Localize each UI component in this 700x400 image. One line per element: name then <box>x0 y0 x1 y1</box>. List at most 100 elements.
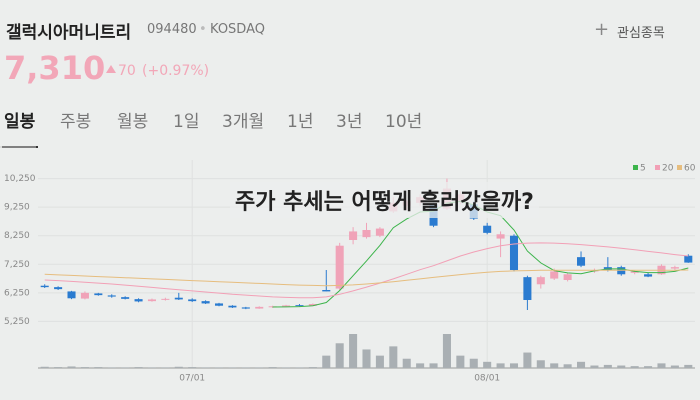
candle-body <box>483 225 492 233</box>
tab[interactable]: 월봉 <box>117 112 149 132</box>
legend-label: 20 <box>662 164 674 174</box>
moving-average <box>44 269 689 287</box>
volume-bar <box>590 365 599 368</box>
candle-body <box>644 274 653 277</box>
market: KOSDAQ <box>210 22 265 37</box>
volume-bar <box>54 367 63 368</box>
candle-body <box>134 299 143 302</box>
tab[interactable]: 10년 <box>385 112 423 132</box>
volume-bar <box>322 355 331 368</box>
up-arrow <box>106 65 116 73</box>
legend-swatch <box>633 165 638 170</box>
candle-body <box>295 305 304 307</box>
volume-bar <box>188 367 197 368</box>
legend-swatch <box>655 165 660 170</box>
tab[interactable]: 1년 <box>287 112 314 132</box>
volume-bar <box>295 367 304 368</box>
candle-body <box>670 267 679 269</box>
volume-bar <box>40 366 49 368</box>
volume-bar <box>67 366 76 368</box>
separator: • <box>199 22 207 37</box>
candle-body <box>536 277 545 285</box>
candle-body <box>282 305 291 307</box>
volume-bar <box>456 355 465 368</box>
volume-bar <box>684 364 693 368</box>
candle-body <box>523 277 532 300</box>
candle-body <box>201 301 210 304</box>
volume-bar <box>214 367 224 368</box>
change: 70 <box>118 63 136 79</box>
candle-body <box>255 306 264 309</box>
volume-bar <box>442 334 451 368</box>
volume-bar <box>550 363 559 368</box>
moving-average <box>44 242 689 299</box>
watch-button[interactable]: 관심종목 <box>617 26 665 41</box>
volume-bar <box>402 358 411 368</box>
volume-bar <box>255 367 264 368</box>
overlay-caption: 주가 추세는 어떻게 흘러갔을까? <box>230 182 539 218</box>
y-tick-label: 10,250 <box>4 174 36 184</box>
volume-bar <box>509 363 519 368</box>
x-tick-label: 08/01 <box>474 374 500 384</box>
volume-bar <box>670 365 679 368</box>
candle-body <box>241 307 250 309</box>
volume-bar <box>201 367 210 368</box>
add-icon[interactable]: + <box>594 19 610 40</box>
candle-body <box>322 290 331 292</box>
volume-bar <box>644 366 653 368</box>
volume-bar <box>577 361 586 368</box>
candle-body <box>228 305 237 308</box>
candle-body <box>509 235 519 270</box>
volume-bar <box>657 363 666 368</box>
candle-body <box>563 274 572 280</box>
candle-body <box>188 299 197 302</box>
tab[interactable]: 1일 <box>173 112 200 132</box>
tab[interactable]: 주봉 <box>60 112 92 132</box>
candle-body <box>214 303 224 306</box>
volume-bar <box>268 367 277 368</box>
candle-body <box>349 231 358 240</box>
candle-body <box>375 228 384 236</box>
candle-body <box>684 255 693 263</box>
tab[interactable]: 일봉 <box>4 112 36 132</box>
volume-bar <box>483 361 492 368</box>
volume-bar <box>228 367 237 368</box>
legend-label: 60 <box>684 164 696 174</box>
candle-body <box>107 295 116 297</box>
volume-bar <box>94 367 103 368</box>
candle-body <box>94 293 103 296</box>
volume-bar <box>308 367 317 368</box>
price: 7,310 <box>4 49 106 87</box>
volume-bar <box>630 366 639 368</box>
stock-name: 갤럭시아머니트리 <box>6 23 132 43</box>
candle-body <box>577 257 586 266</box>
legend-label: 5 <box>640 164 646 174</box>
candle-body <box>335 245 344 289</box>
candle-body <box>161 298 170 300</box>
candle-body <box>550 271 559 279</box>
candle-body <box>67 291 76 299</box>
volume-bar <box>469 358 478 368</box>
candle-body <box>630 271 639 273</box>
volume-bar <box>617 365 626 368</box>
candle-body <box>40 285 49 288</box>
candle-body <box>54 287 63 290</box>
x-tick-label: 07/01 <box>179 374 205 384</box>
candle-body <box>80 292 89 299</box>
volume-bar <box>241 367 250 368</box>
volume-bar <box>134 367 143 368</box>
tab[interactable]: 3개월 <box>222 112 265 132</box>
volume-bar <box>429 363 438 368</box>
candle-body <box>121 297 130 299</box>
candle-body <box>362 230 371 238</box>
volume-bar <box>335 343 344 368</box>
y-tick-label: 5,250 <box>4 317 30 327</box>
volume-bar <box>80 367 89 368</box>
candle-body <box>174 297 183 300</box>
y-tick-label: 6,250 <box>4 288 30 298</box>
candle-body <box>308 304 317 306</box>
volume-bar <box>107 367 116 368</box>
volume-bar <box>603 364 612 368</box>
tab[interactable]: 3년 <box>336 112 363 132</box>
